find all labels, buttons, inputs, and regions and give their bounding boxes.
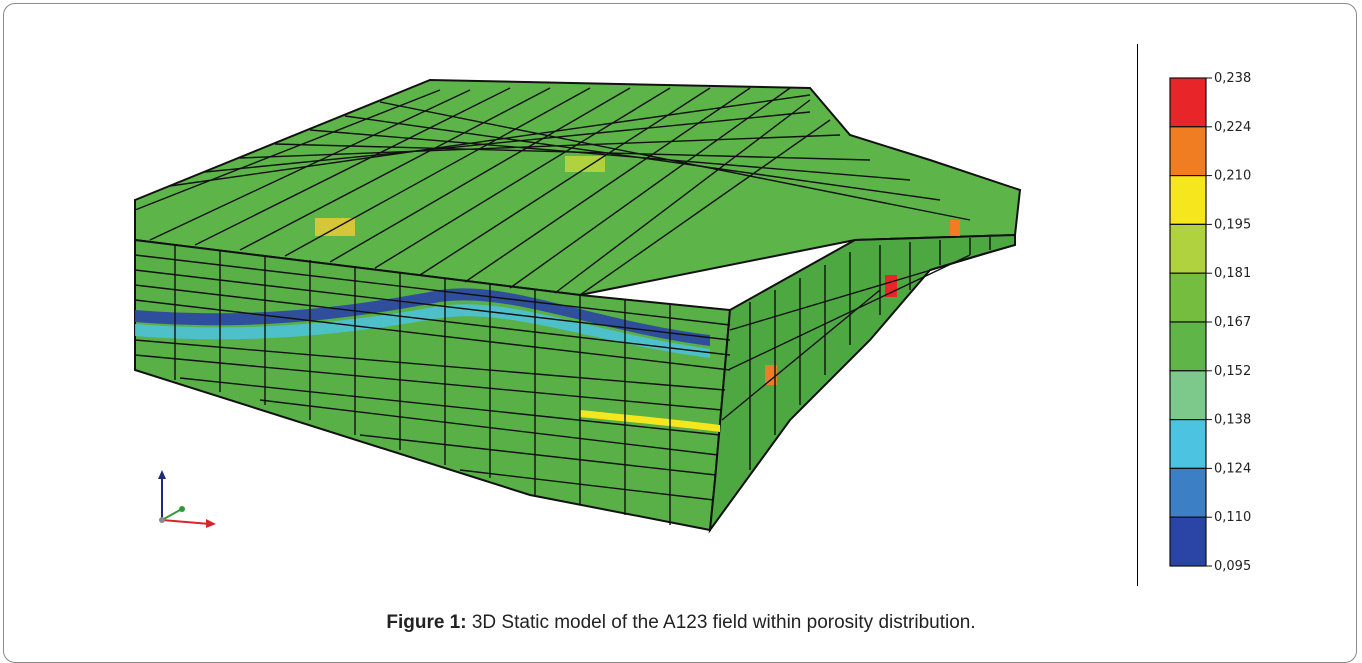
legend-tick-label: 0,181 <box>1214 266 1251 281</box>
legend-tick-label: 0,124 <box>1214 461 1251 476</box>
legend-swatch <box>1169 77 1207 128</box>
legend-tick-label: 0,210 <box>1214 169 1251 184</box>
legend-swatch <box>1169 223 1207 274</box>
legend-swatch <box>1169 321 1207 372</box>
legend-tick-label: 0,238 <box>1214 71 1251 86</box>
legend-tick-label: 0,110 <box>1214 510 1251 525</box>
legend-tick-label: 0,195 <box>1214 217 1251 232</box>
caption-label: Figure 1: <box>386 612 467 633</box>
legend-tick-label: 0,224 <box>1214 120 1251 135</box>
legend-swatch <box>1169 174 1207 225</box>
reservoir-3d-model <box>134 78 1022 534</box>
legend-tick-label: 0,095 <box>1214 559 1251 574</box>
legend-tick-label: 0,138 <box>1214 413 1251 428</box>
model-side-face <box>708 233 1016 534</box>
legend-tick-label: 0,167 <box>1214 315 1251 330</box>
low-porosity-band <box>135 288 710 346</box>
high-porosity-cell <box>765 365 777 385</box>
legend-swatch <box>1169 516 1207 567</box>
legend-swatch <box>1169 467 1207 518</box>
porosity-color-legend: 0,238 0,224 0,210 0,195 0,181 0,167 0,152 0,138… <box>1169 71 1251 574</box>
cyan-band <box>135 304 710 358</box>
high-porosity-cell <box>950 220 960 236</box>
model-grid-lines <box>134 87 1016 525</box>
high-porosity-patch <box>565 156 605 172</box>
legend-tick-label: 0,152 <box>1214 364 1251 379</box>
legend-swatch <box>1169 126 1207 177</box>
legend-divider <box>1137 44 1138 586</box>
legend-swatch <box>1169 272 1207 323</box>
legend-swatch <box>1169 419 1207 470</box>
axes-orientation-icon <box>158 470 216 528</box>
caption-text: 3D Static model of the A123 field within… <box>466 612 976 633</box>
high-porosity-cell <box>885 275 897 297</box>
legend-swatch <box>1169 370 1207 421</box>
figure-caption: Figure 1: 3D Static model of the A123 fi… <box>0 612 1362 634</box>
yellow-streak <box>580 410 720 432</box>
